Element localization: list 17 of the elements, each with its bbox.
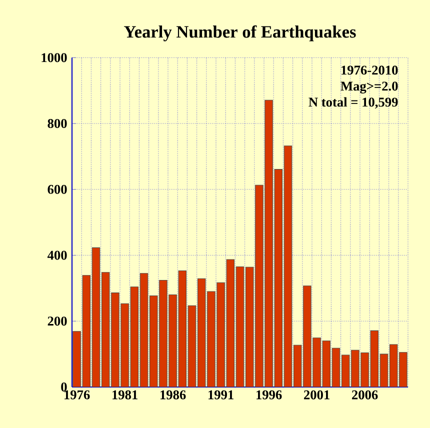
x-tick-label: 2001 (304, 390, 330, 400)
y-tick-label: 1000 (42, 53, 67, 62)
y-tick-label: 800 (48, 119, 67, 128)
annotation: 1976-2010 (342, 66, 398, 75)
x-tick-label: 1991 (208, 390, 234, 400)
x-tick-label: 1996 (256, 390, 282, 400)
x-tick-label: 1976 (64, 390, 90, 400)
y-tick-label: 400 (47, 250, 67, 260)
y-tick-label: 200 (48, 316, 67, 326)
y-tick-label: 600 (48, 184, 67, 194)
y-tick-label: 0 (61, 382, 67, 392)
annotation: Mag>=2.0 (340, 82, 398, 94)
chart-title: Yearly Number of Earthquakes (124, 25, 356, 42)
annotation: N total = 10,599 (308, 97, 398, 109)
x-tick-label: 2006 (352, 390, 378, 400)
x-tick-label: 1986 (160, 390, 186, 400)
x-tick-label: 1981 (112, 390, 138, 400)
